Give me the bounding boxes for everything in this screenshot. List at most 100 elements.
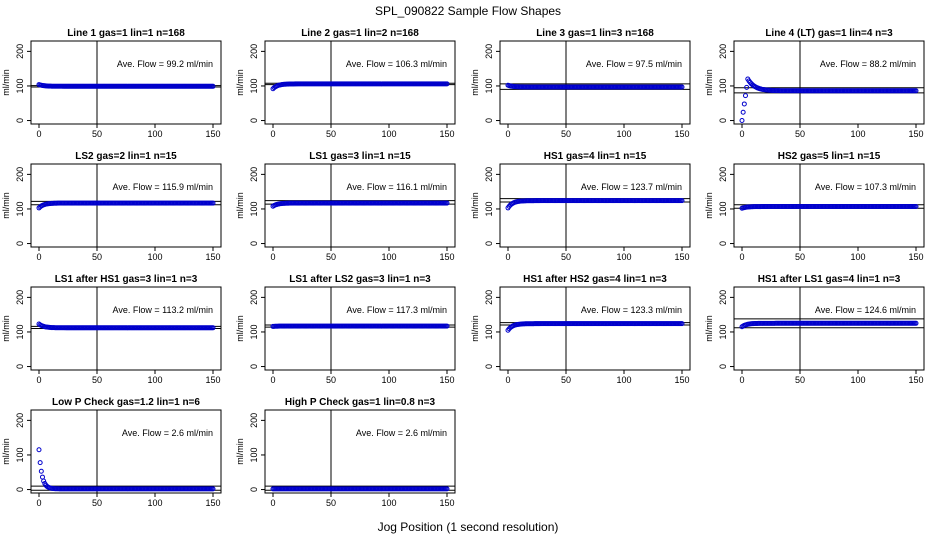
y-tick-label: 100 (718, 324, 728, 339)
panel-title: LS1 after LS2 gas=3 lin=1 n=3 (289, 274, 431, 285)
data-point (744, 84, 750, 90)
x-tick-label: 100 (381, 375, 396, 385)
figure-title: SPL_090822 Sample Flow Shapes (375, 4, 561, 18)
panel-3: Line 3 gas=1 lin=3 n=168 ml/min 0 100 200 0 50… (470, 28, 691, 139)
y-tick-label: 100 (484, 201, 494, 216)
y-tick-label: 0 (249, 118, 259, 123)
panel-4: Line 4 (LT) gas=1 lin=4 n=3 ml/min 0 100 200… (704, 28, 925, 139)
x-tick-label: 100 (850, 252, 865, 262)
plot-frame (264, 40, 456, 125)
panel-title: LS1 after HS1 gas=3 lin=1 n=3 (55, 274, 198, 285)
panel-5: LS2 gas=2 lin=1 n=15 ml/min 0 100 200 0 50 100 1… (1, 151, 222, 262)
x-tick-label: 150 (908, 252, 923, 262)
average-flow-annotation: Ave. Flow = 124.6 ml/min (815, 305, 916, 315)
panel-title: HS2 gas=5 lin=1 n=15 (778, 151, 881, 162)
data-series (36, 447, 216, 492)
y-tick-label: 100 (484, 324, 494, 339)
x-tick-label: 0 (739, 252, 744, 262)
panel-13: Low P Check gas=1.2 lin=1 n=6 ml/min 0 100 2… (1, 397, 222, 508)
y-axis-label: ml/min (704, 315, 714, 342)
panel-title: HS1 after HS2 gas=4 lin=1 n=3 (523, 274, 667, 285)
x-tick-label: 0 (505, 252, 510, 262)
data-series (270, 81, 450, 92)
plot-frame (499, 163, 691, 248)
panel-14: High P Check gas=1 lin=0.8 n=3 ml/min 0 100… (235, 397, 456, 508)
y-axis-label: ml/min (470, 192, 480, 219)
y-tick-label: 100 (484, 78, 494, 93)
x-tick-label: 0 (270, 375, 275, 385)
x-tick-label: 50 (561, 252, 571, 262)
x-tick-label: 50 (326, 375, 336, 385)
y-tick-label: 100 (15, 78, 25, 93)
panel-7: HS1 gas=4 lin=1 n=15 ml/min 0 100 200 0 50 100 1… (470, 151, 691, 262)
panel-title: Line 4 (LT) gas=1 lin=4 n=3 (765, 28, 893, 39)
data-point (679, 198, 685, 204)
average-flow-annotation: Ave. Flow = 113.2 ml/min (113, 305, 213, 315)
average-flow-annotation: Ave. Flow = 88.2 ml/min (820, 59, 916, 69)
panel-2: Line 2 gas=1 lin=2 n=168 ml/min 0 100 200 0 50… (235, 28, 456, 139)
x-tick-label: 100 (381, 252, 396, 262)
y-tick-label: 0 (718, 241, 728, 246)
panel-title: HS1 after LS1 gas=4 lin=1 n=3 (758, 274, 901, 285)
data-series (739, 204, 919, 211)
x-tick-label: 100 (147, 252, 162, 262)
y-tick-label: 200 (484, 44, 494, 59)
y-tick-label: 100 (249, 324, 259, 339)
average-flow-annotation: Ave. Flow = 123.7 ml/min (581, 182, 682, 192)
panel-title: Line 3 gas=1 lin=3 n=168 (536, 28, 654, 39)
x-tick-label: 0 (739, 375, 744, 385)
data-point (444, 81, 450, 87)
data-point (741, 101, 747, 107)
y-tick-label: 0 (15, 241, 25, 246)
x-tick-label: 0 (505, 375, 510, 385)
x-tick-label: 0 (739, 129, 744, 139)
panel-title: High P Check gas=1 lin=0.8 n=3 (285, 397, 436, 408)
data-series (739, 76, 919, 124)
panel-title: Line 2 gas=1 lin=2 n=168 (301, 28, 419, 39)
data-series (270, 200, 450, 209)
y-tick-label: 0 (15, 487, 25, 492)
y-tick-label: 0 (484, 364, 494, 369)
x-tick-label: 0 (270, 252, 275, 262)
x-tick-label: 50 (92, 252, 102, 262)
y-axis-label: ml/min (235, 315, 245, 342)
x-tick-label: 100 (147, 375, 162, 385)
y-axis-label: ml/min (470, 315, 480, 342)
y-tick-label: 200 (718, 167, 728, 182)
y-tick-label: 0 (718, 364, 728, 369)
x-tick-label: 50 (561, 129, 571, 139)
x-tick-label: 100 (850, 129, 865, 139)
y-tick-label: 0 (249, 241, 259, 246)
panel-title: HS1 gas=4 lin=1 n=15 (544, 151, 647, 162)
panel-title: Low P Check gas=1.2 lin=1 n=6 (52, 397, 200, 408)
data-point (913, 320, 919, 326)
figure-xlabel: Jog Position (1 second resolution) (378, 520, 559, 534)
panel-title: Line 1 gas=1 lin=1 n=168 (67, 28, 185, 39)
x-tick-label: 50 (92, 129, 102, 139)
x-tick-label: 0 (36, 498, 41, 508)
plot-frame (30, 409, 222, 494)
x-tick-label: 100 (616, 129, 631, 139)
y-tick-label: 200 (15, 167, 25, 182)
y-tick-label: 100 (249, 447, 259, 462)
panel-8: HS2 gas=5 lin=1 n=15 ml/min 0 100 200 0 50 100 1… (704, 151, 925, 262)
plot-frame (733, 163, 925, 248)
average-flow-annotation: Ave. Flow = 123.3 ml/min (581, 305, 682, 315)
average-flow-annotation: Ave. Flow = 99.2 ml/min (117, 59, 213, 69)
plot-frame (30, 163, 222, 248)
y-axis-label: ml/min (1, 315, 11, 342)
data-point (679, 84, 685, 90)
y-tick-label: 200 (15, 413, 25, 428)
data-point (913, 88, 919, 94)
x-tick-label: 50 (326, 498, 336, 508)
data-point (739, 118, 745, 124)
y-axis-label: ml/min (235, 438, 245, 465)
y-tick-label: 100 (15, 447, 25, 462)
average-flow-annotation: Ave. Flow = 97.5 ml/min (586, 59, 682, 69)
y-tick-label: 200 (249, 290, 259, 305)
y-axis-label: ml/min (470, 69, 480, 96)
x-tick-label: 150 (908, 375, 923, 385)
x-tick-label: 0 (270, 129, 275, 139)
x-tick-label: 100 (381, 498, 396, 508)
y-tick-label: 100 (15, 201, 25, 216)
